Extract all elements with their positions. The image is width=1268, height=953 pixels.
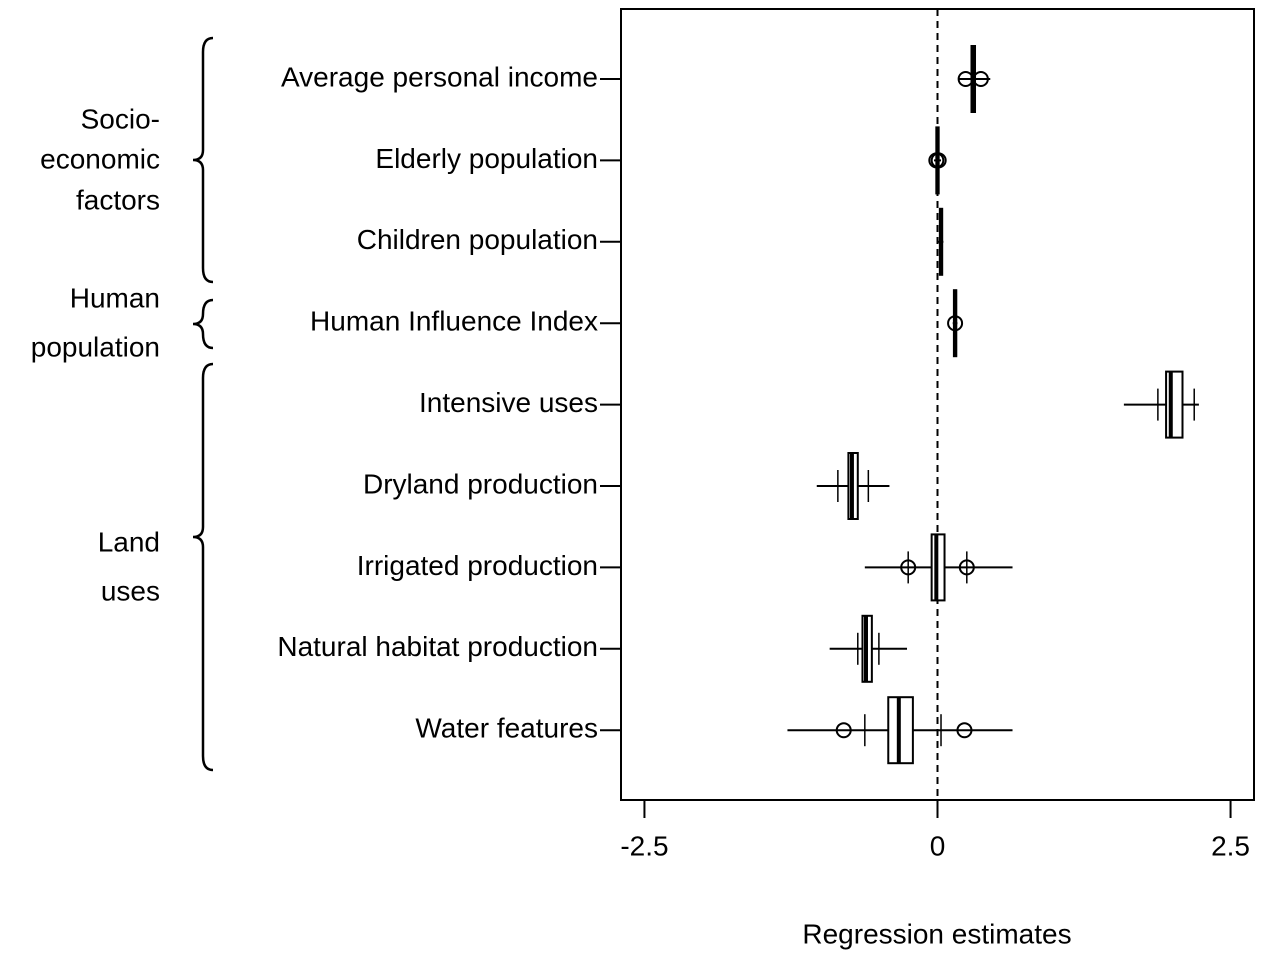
group-label: factors — [76, 184, 160, 215]
x-tick-label: -2.5 — [620, 830, 668, 861]
group-label: Socio- — [81, 103, 160, 134]
circle-marker — [957, 71, 974, 87]
group-label: population — [31, 331, 160, 362]
circle-marker — [900, 559, 917, 576]
group-brace — [192, 362, 214, 772]
y-tick-label: Elderly population — [375, 143, 598, 174]
group-label: economic — [40, 143, 160, 174]
y-tick-label: Water features — [415, 713, 598, 744]
circle-marker — [972, 71, 989, 87]
circle-marker — [958, 559, 975, 576]
y-tick-label: Irrigated production — [357, 550, 598, 581]
x-tick-label: 2.5 — [1211, 830, 1250, 861]
group-label: Human — [70, 282, 160, 313]
group-brace — [192, 36, 214, 284]
circle-marker — [835, 722, 852, 739]
y-tick-label: Natural habitat production — [277, 631, 598, 662]
y-tick-label: Average personal income — [281, 61, 598, 92]
x-tick-label: 0 — [930, 830, 946, 861]
y-tick-label: Children population — [357, 224, 598, 255]
group-brace — [192, 298, 214, 350]
y-tick-label: Intensive uses — [419, 387, 598, 418]
y-tick-label: Human Influence Index — [310, 306, 598, 337]
y-tick-label: Dryland production — [363, 468, 598, 499]
circle-marker — [930, 152, 947, 169]
group-label: uses — [101, 575, 160, 606]
circle-marker — [947, 315, 964, 332]
x-axis-label: Regression estimates — [802, 918, 1071, 949]
circle-marker — [956, 722, 973, 739]
box — [1165, 370, 1184, 439]
group-label: Land — [98, 526, 160, 557]
